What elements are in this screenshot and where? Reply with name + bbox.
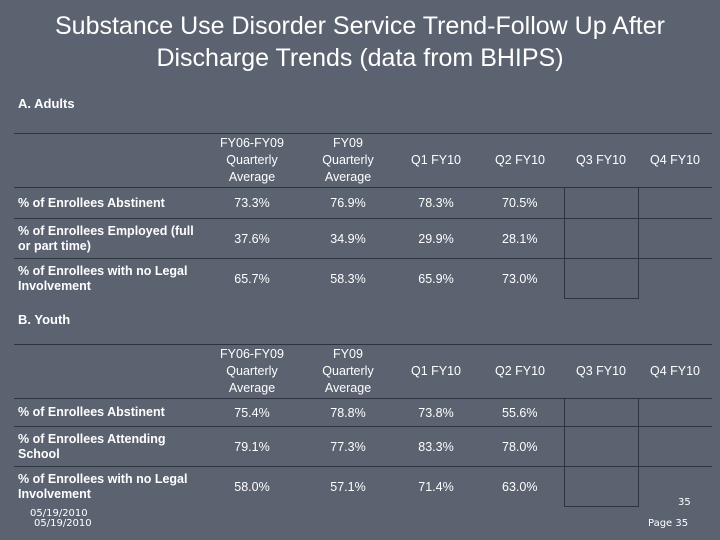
table-row: % of Enrollees Attending School 79.1% 77… [14,426,712,467]
cell-value [638,466,712,507]
col-header-line: Quarterly [322,364,374,378]
table-row: % of Enrollees with no Legal Involvement… [14,466,712,507]
col-header-line: FY09 [333,347,363,361]
cell-value: 71.4% [396,466,476,507]
cell-value: 73.0% [476,258,564,299]
cell-value: 73.8% [396,398,476,427]
cell-value [638,398,712,427]
cell-value: 55.6% [476,398,564,427]
col-header-line: Quarterly [226,153,278,167]
cell-value [638,187,712,219]
cell-value [638,218,712,259]
adults-header-blank [14,133,204,188]
youth-header-row: FY06-FY09 Quarterly Average FY09 Quarter… [14,344,712,399]
col-header-line: Quarterly [226,364,278,378]
col-header-fy06-fy09: FY06-FY09 Quarterly Average [204,133,300,188]
cell-value [563,426,639,467]
cell-value: 78.0% [476,426,564,467]
col-header-line: Average [228,381,276,395]
cell-value: 65.7% [204,258,300,299]
slide-title-text: Substance Use Disorder Service Trend-Fol… [55,12,665,72]
slide-number: 35 [678,497,691,508]
col-header-q2: Q2 FY10 [476,344,564,399]
col-header-line: Average [324,381,372,395]
col-header-q2: Q2 FY10 [476,133,564,188]
row-label: % of Enrollees with no Legal Involvement [14,258,204,299]
cell-value: 83.3% [396,426,476,467]
cell-value: 57.1% [300,466,396,507]
col-header-line: FY06-FY09 [220,136,284,150]
col-header-q4: Q4 FY10 [638,133,712,188]
col-header-q3: Q3 FY10 [564,344,638,399]
col-header-q1: Q1 FY10 [396,133,476,188]
row-label: % of Enrollees Employed (full or part ti… [14,218,204,259]
table-row: % of Enrollees Abstinent 73.3% 76.9% 78.… [14,187,712,219]
cell-value: 73.3% [204,187,300,219]
cell-value [563,187,639,219]
cell-value: 70.5% [476,187,564,219]
col-header-q3: Q3 FY10 [564,133,638,188]
row-label: % of Enrollees Attending School [14,426,204,467]
row-label: % of Enrollees Abstinent [14,187,204,219]
col-header-line: Average [324,170,372,184]
cell-value [638,426,712,467]
col-header-line: FY09 [333,136,363,150]
cell-value: 37.6% [204,218,300,259]
row-label: % of Enrollees with no Legal Involvement [14,466,204,507]
cell-value [563,466,639,507]
section-label-youth: B. Youth [18,312,71,327]
youth-table: FY06-FY09 Quarterly Average FY09 Quarter… [14,344,712,507]
cell-value: 58.3% [300,258,396,299]
col-header-fy09: FY09 Quarterly Average [300,344,396,399]
col-header-q4: Q4 FY10 [638,344,712,399]
col-header-fy06-fy09: FY06-FY09 Quarterly Average [204,344,300,399]
cell-value: 79.1% [204,426,300,467]
table-row: % of Enrollees Employed (full or part ti… [14,218,712,259]
col-header-line: Average [228,170,276,184]
cell-value: 75.4% [204,398,300,427]
table-row: % of Enrollees Abstinent 75.4% 78.8% 73.… [14,398,712,427]
footer-date: 05/19/2010 [34,518,92,529]
cell-value [638,258,712,299]
footer-date-overlap: 05/19/2010 [30,508,88,519]
section-label-adults: A. Adults [18,96,75,111]
cell-value: 78.3% [396,187,476,219]
cell-value: 76.9% [300,187,396,219]
row-label: % of Enrollees Abstinent [14,398,204,427]
cell-value [563,218,639,259]
cell-value [563,258,639,299]
cell-value: 28.1% [476,218,564,259]
col-header-line: Quarterly [322,153,374,167]
cell-value: 29.9% [396,218,476,259]
cell-value: 63.0% [476,466,564,507]
youth-header-blank [14,344,204,399]
col-header-line: FY06-FY09 [220,347,284,361]
cell-value [563,398,639,427]
col-header-fy09: FY09 Quarterly Average [300,133,396,188]
cell-value: 34.9% [300,218,396,259]
cell-value: 65.9% [396,258,476,299]
cell-value: 78.8% [300,398,396,427]
adults-table: FY06-FY09 Quarterly Average FY09 Quarter… [14,133,712,299]
col-header-q1: Q1 FY10 [396,344,476,399]
cell-value: 77.3% [300,426,396,467]
slide-title: Substance Use Disorder Service Trend-Fol… [0,10,720,74]
footer-page: Page 35 [648,518,689,529]
table-row: % of Enrollees with no Legal Involvement… [14,258,712,299]
cell-value: 58.0% [204,466,300,507]
adults-header-row: FY06-FY09 Quarterly Average FY09 Quarter… [14,133,712,188]
